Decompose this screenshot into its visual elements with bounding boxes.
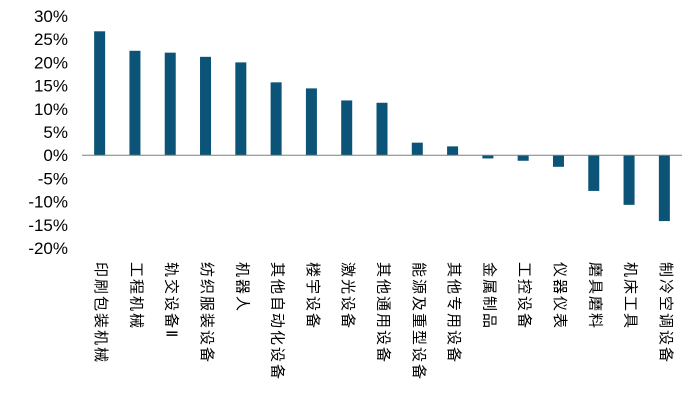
bar [482, 155, 494, 159]
bar [94, 31, 106, 156]
x-category-label: 印刷包装机械 [92, 262, 110, 364]
y-axis: 30% 25% 20% 15% 10% 5% 0% -5% -10% -15% -20% [28, 7, 68, 258]
y-tick-label: -15% [28, 216, 68, 235]
bar [552, 155, 564, 167]
x-category-label: 工控设备 [516, 262, 534, 330]
x-category-label: 磨具磨料 [586, 262, 604, 330]
y-tick-label: 15% [34, 77, 68, 96]
y-tick-label: 25% [34, 30, 68, 49]
x-category-label: 机器人 [233, 262, 251, 313]
x-category-label: 制冷空调设备 [657, 262, 675, 364]
x-category-label: 工程机械 [127, 262, 145, 330]
y-tick-label: 0% [43, 146, 68, 165]
bar [376, 102, 388, 156]
y-tick-label: 30% [34, 7, 68, 26]
bar [341, 100, 353, 156]
x-category-label: 金属制品 [480, 262, 498, 330]
bars [94, 31, 670, 222]
x-category-label: 仪器仪表 [551, 262, 569, 330]
y-tick-label: 5% [43, 123, 68, 142]
x-category-label: 楼宇设备 [304, 262, 322, 330]
category-labels: 印刷包装机械 工程机械 轨交设备Ⅱ 纺织服装设备 机器人 其他自动化设备 楼宇设备 激光设备其… [92, 262, 675, 381]
bar [270, 82, 282, 156]
x-category-label: 其他通用设备 [375, 262, 393, 364]
x-category-label: 纺织服装设备 [198, 262, 216, 364]
bar [164, 52, 176, 156]
bar [658, 155, 670, 222]
x-category-label: 其他自动化设备 [269, 262, 287, 381]
y-tick-label: 20% [34, 53, 68, 72]
bar [517, 155, 529, 161]
bar [129, 50, 141, 156]
x-category-label: 其他专用设备 [445, 262, 463, 364]
bar [235, 62, 247, 156]
x-category-label: 能源及重型设备 [410, 262, 428, 381]
bar [447, 146, 459, 156]
x-category-label: 机床工具 [622, 262, 640, 330]
y-tick-label: -5% [38, 169, 68, 188]
bar [411, 142, 423, 156]
y-tick-label: -20% [28, 239, 68, 258]
x-category-label: 轨交设备Ⅱ [163, 262, 181, 339]
y-tick-label: 10% [34, 100, 68, 119]
bar [200, 56, 212, 156]
bar [588, 155, 600, 191]
y-tick-label: -10% [28, 193, 68, 212]
bar [305, 88, 317, 156]
bar [623, 155, 635, 205]
x-category-label: 激光设备 [339, 262, 357, 330]
